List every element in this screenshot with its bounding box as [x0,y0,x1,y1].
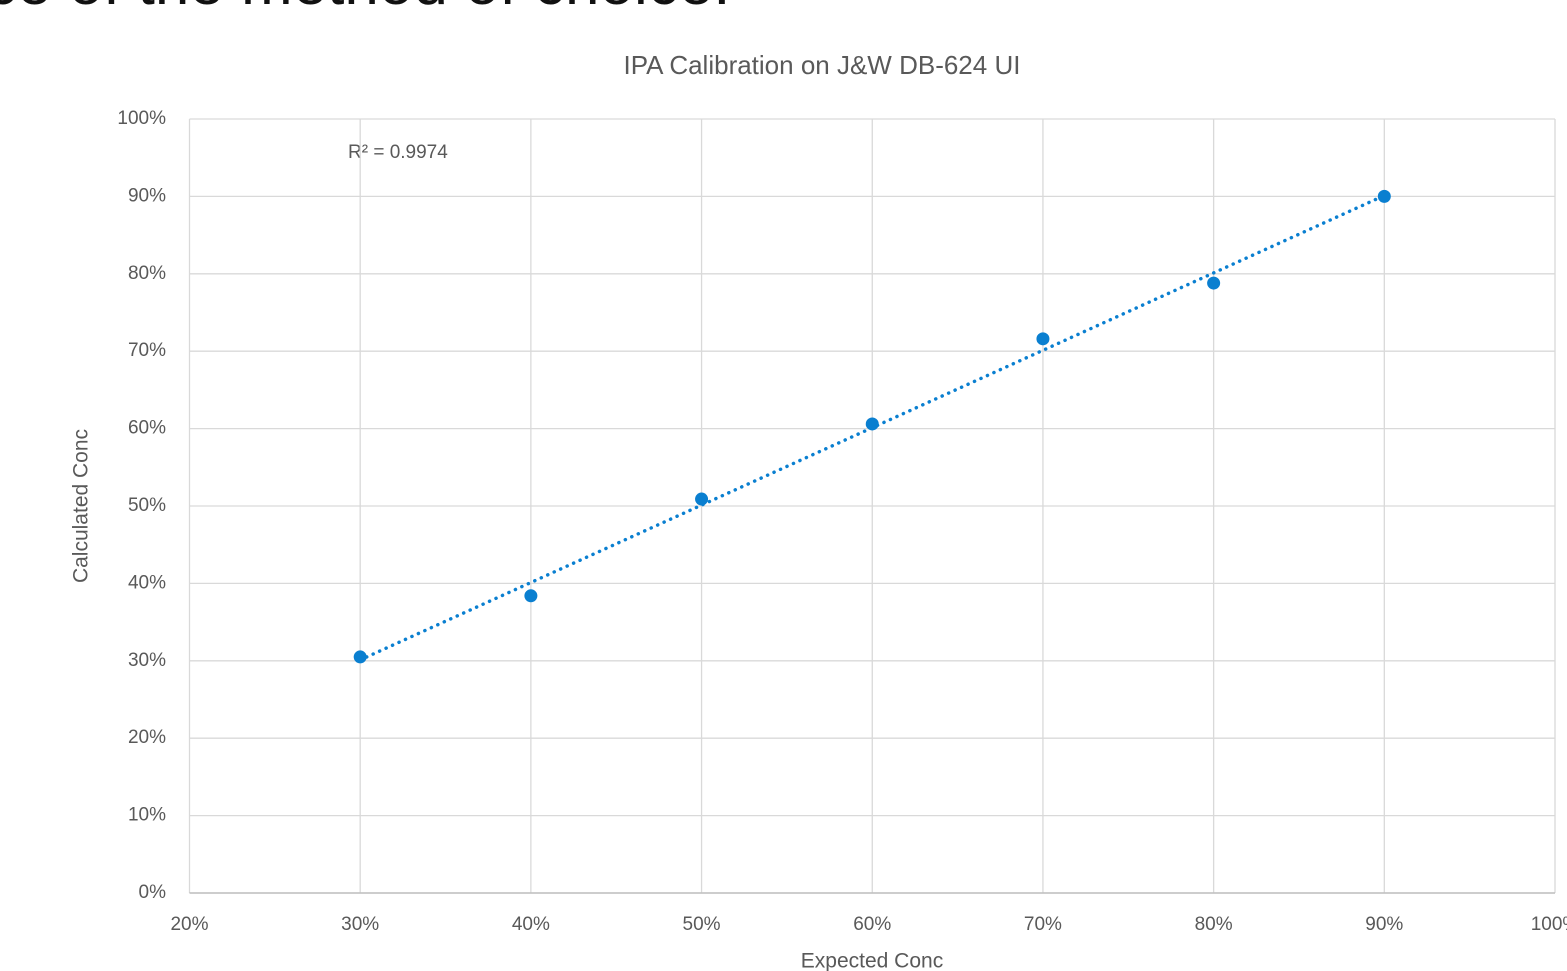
y-tick-label: 20% [128,727,166,748]
y-tick-label: 10% [128,805,166,826]
x-tick-label: 60% [853,914,891,935]
data-point [524,589,538,603]
y-tick-label: 70% [128,340,166,361]
x-tick-label: 20% [170,914,208,935]
x-tick-label: 70% [1024,914,1062,935]
data-point [1036,332,1050,346]
y-tick-label: 60% [128,418,166,439]
x-tick-label: 90% [1365,914,1403,935]
x-axis-title: Expected Conc [801,950,943,971]
x-tick-label: 100% [1531,914,1567,935]
data-point [1207,276,1221,290]
y-tick-label: 100% [117,108,166,129]
x-tick-label: 80% [1195,914,1233,935]
y-tick-label: 30% [128,650,166,671]
x-tick-label: 30% [341,914,379,935]
y-tick-label: 0% [139,882,167,903]
y-tick-label: 90% [128,185,166,206]
data-point [353,650,367,664]
data-point [695,492,709,506]
x-tick-label: 40% [512,914,550,935]
r-squared: R² = 0.9974 [348,142,448,163]
chart-title: IPA Calibration on J&W DB-624 UI [624,50,1021,80]
y-tick-label: 80% [128,263,166,284]
y-tick-label: 50% [128,495,166,516]
data-point [1377,189,1391,203]
x-tick-label: 50% [683,914,721,935]
data-point [865,417,879,431]
y-tick-label: 40% [128,572,166,593]
page-heading: ce of the method of choice. [0,0,730,18]
y-axis-title: Calculated Conc [70,429,93,583]
